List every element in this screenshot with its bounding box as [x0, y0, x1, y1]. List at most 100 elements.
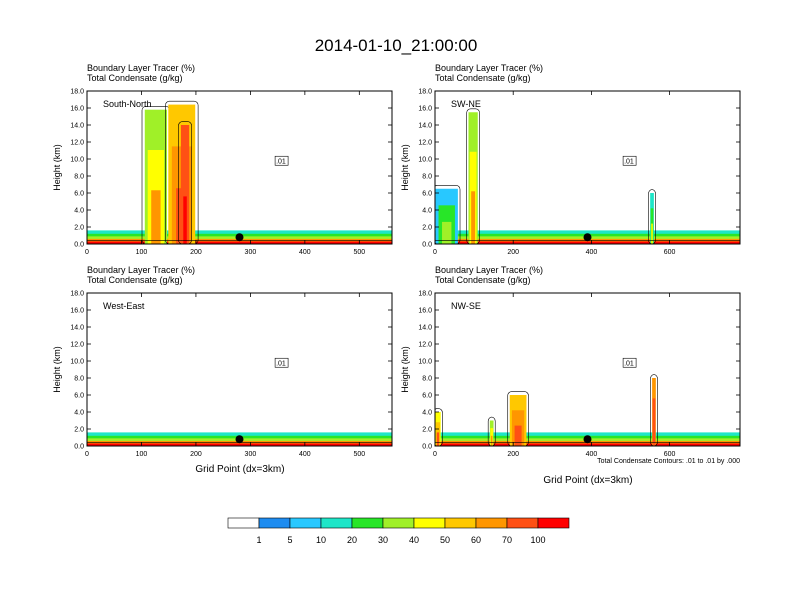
tracer-plume — [651, 223, 653, 244]
x-tick-label: 0 — [433, 249, 437, 256]
panel-title: NW-SE — [451, 301, 481, 311]
condensate-contour — [435, 408, 443, 446]
colorbar: 1 5 10 20 30 40 50 60 70 100 — [227, 517, 570, 545]
contour-label: .01 — [276, 360, 286, 367]
tracer-plume — [442, 221, 452, 244]
x-tick-label: 300 — [245, 249, 257, 256]
plot-frame — [86, 90, 393, 245]
plot-area — [87, 432, 392, 446]
tracer-plume — [514, 425, 522, 446]
panel-header-tracer: Boundary Layer Tracer (%) — [87, 63, 195, 73]
colorbar-label: 60 — [471, 535, 481, 545]
contour-label: .01 — [624, 158, 634, 165]
y-tick-label: 14.0 — [70, 123, 84, 130]
y-tick-label: 18.0 — [70, 89, 84, 96]
colorbar-cell — [227, 517, 260, 529]
y-tick-label: 8.0 — [422, 376, 432, 383]
colorbar-cell — [351, 517, 384, 529]
x-tick-label: 400 — [586, 451, 598, 458]
y-tick-label: 16.0 — [70, 106, 84, 113]
contour-label: .01 — [624, 360, 634, 367]
contour-note: Total Condensate Contours: .01 to .01 by… — [597, 458, 740, 465]
y-tick-label: 10.0 — [70, 359, 84, 366]
y-tick-label: 6.0 — [422, 393, 432, 400]
colorbar-cell — [258, 517, 291, 529]
y-tick-label: 10.0 — [418, 359, 432, 366]
x-tick-label: 600 — [664, 249, 676, 256]
tracer-plume — [183, 196, 187, 244]
plot-area — [435, 374, 740, 446]
panel-title: South-North — [103, 99, 152, 109]
y-tick-label: 12.0 — [418, 140, 432, 147]
colorbar-label: 40 — [409, 535, 419, 545]
x-tick-label: 600 — [664, 451, 676, 458]
tracer-plume — [436, 432, 440, 446]
y-tick-label: 14.0 — [70, 325, 84, 332]
y-tick-label: 16.0 — [70, 308, 84, 315]
y-tick-label: 4.0 — [422, 208, 432, 215]
y-tick-label: 2.0 — [74, 225, 84, 232]
condensate-contour — [648, 189, 656, 244]
colorbar-label: 50 — [440, 535, 450, 545]
plot-area — [435, 108, 740, 244]
panel-header-condensate: Total Condensate (g/kg) — [87, 275, 183, 285]
tracer-plume — [151, 190, 161, 244]
colorbar-label: 70 — [502, 535, 512, 545]
condensate-contour — [178, 121, 192, 244]
y-tick-label: 2.0 — [74, 427, 84, 434]
y-tick-label: 10.0 — [418, 157, 432, 164]
y-tick-label: 16.0 — [418, 308, 432, 315]
x-tick-label: 0 — [433, 451, 437, 458]
condensate-contour — [650, 374, 658, 446]
y-tick-label: 4.0 — [74, 208, 84, 215]
contour-label-box — [622, 155, 637, 166]
panel-title: SW-NE — [451, 99, 481, 109]
y-axis-label: Height (km) — [52, 346, 62, 393]
tracer-layer — [435, 443, 740, 446]
y-tick-label: 18.0 — [418, 89, 432, 96]
x-tick-label: 200 — [507, 249, 519, 256]
x-tick-label: 300 — [245, 451, 257, 458]
panel-south-north: .01 Boundary Layer Tracer (%)Total Conden… — [52, 63, 393, 256]
y-tick-label: 8.0 — [74, 174, 84, 181]
contour-label: .01 — [276, 158, 286, 165]
contour-label-box — [274, 357, 289, 368]
x-tick-label: 200 — [507, 451, 519, 458]
y-tick-label: 0.0 — [74, 444, 84, 451]
tracer-plume — [490, 435, 493, 446]
colorbar-cell — [444, 517, 477, 529]
tracer-layer — [87, 241, 392, 244]
colorbar-cell — [289, 517, 322, 529]
figure-title: 2014-01-10_21:00:00 — [315, 36, 478, 55]
location-marker — [235, 233, 244, 242]
y-tick-label: 4.0 — [74, 410, 84, 417]
colorbar-label: 5 — [287, 535, 292, 545]
y-tick-label: 18.0 — [70, 291, 84, 298]
location-marker — [583, 233, 592, 242]
colorbar-label: 100 — [530, 535, 545, 545]
y-tick-label: 0.0 — [422, 444, 432, 451]
plot-frame — [434, 90, 741, 245]
y-axis-label: Height (km) — [400, 144, 410, 191]
condensate-contour — [435, 185, 461, 244]
y-tick-label: 14.0 — [418, 123, 432, 130]
y-tick-label: 8.0 — [74, 376, 84, 383]
location-marker — [235, 435, 244, 444]
x-tick-label: 400 — [586, 249, 598, 256]
y-tick-label: 0.0 — [74, 242, 84, 249]
colorbar-cell — [506, 517, 539, 529]
y-tick-label: 18.0 — [418, 291, 432, 298]
tracer-plume — [653, 418, 655, 446]
tracer-layer — [435, 241, 740, 244]
x-tick-label: 100 — [136, 249, 148, 256]
x-tick-label: 400 — [299, 249, 311, 256]
colorbar-cell — [537, 517, 570, 529]
panel-header-tracer: Boundary Layer Tracer (%) — [87, 265, 195, 275]
y-axis-label: Height (km) — [400, 346, 410, 393]
location-marker — [583, 435, 592, 444]
y-tick-label: 10.0 — [70, 157, 84, 164]
panel-sw-ne: .01 Boundary Layer Tracer (%)Total Conden… — [400, 63, 741, 256]
y-tick-label: 8.0 — [422, 174, 432, 181]
